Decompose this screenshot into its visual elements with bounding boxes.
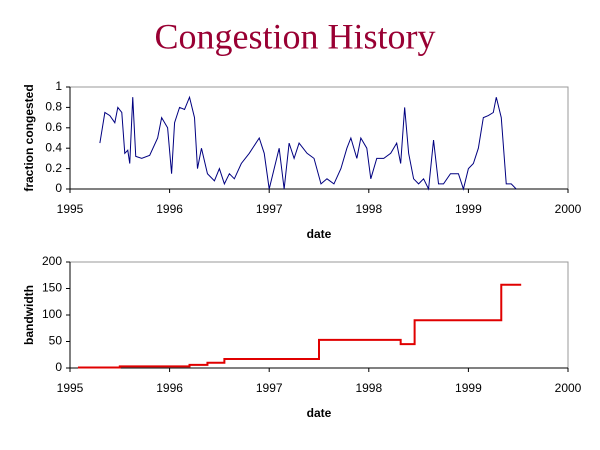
y-tick-label: 0.2: [45, 161, 62, 175]
y-tick-label: 0: [55, 360, 62, 374]
y-tick-label: 100: [42, 307, 62, 321]
y-axis-label: bandwidth: [22, 285, 36, 345]
page-title: Congestion History: [154, 16, 435, 56]
data-line: [77, 283, 522, 369]
x-tick-label: 2000: [555, 202, 582, 216]
y-axis-label: fraction congested: [22, 84, 36, 191]
x-tick-label: 1997: [256, 202, 283, 216]
y-tick-label: 1: [55, 79, 62, 93]
y-tick-label: 0.6: [45, 120, 62, 134]
x-tick-label: 1996: [156, 381, 183, 395]
y-tick-label: 50: [49, 334, 63, 348]
x-tick-label: 1998: [355, 381, 382, 395]
x-tick-label: 1998: [355, 202, 382, 216]
x-axis-label: date: [307, 406, 332, 420]
x-tick-label: 1999: [455, 381, 482, 395]
plot-frame: [69, 86, 569, 190]
y-tick-label: 0.4: [45, 140, 62, 154]
x-tick-label: 1995: [57, 381, 84, 395]
y-tick-label: 0.8: [45, 100, 62, 114]
data-line: [99, 95, 517, 191]
x-tick-label: 1996: [156, 202, 183, 216]
x-tick-label: 1995: [57, 202, 84, 216]
y-tick-label: 0: [55, 181, 62, 195]
y-tick-label: 150: [42, 281, 62, 295]
x-tick-label: 2000: [555, 381, 582, 395]
x-tick-label: 1999: [455, 202, 482, 216]
y-tick-label: 200: [42, 254, 62, 268]
x-tick-label: 1997: [256, 381, 283, 395]
x-axis-label: date: [307, 227, 332, 241]
